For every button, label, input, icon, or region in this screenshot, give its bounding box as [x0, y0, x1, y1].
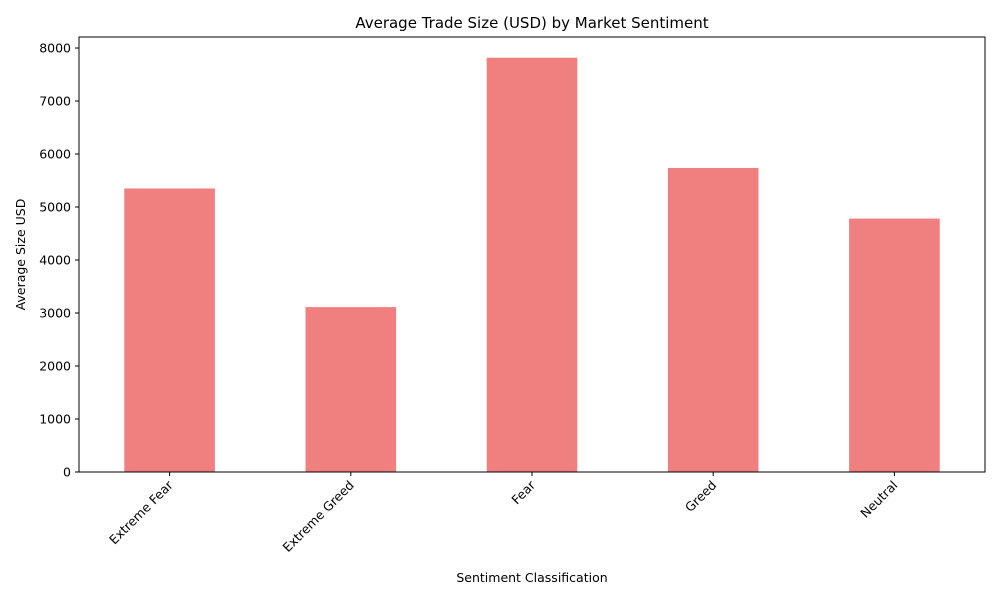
y-tick-label: 5000 [39, 200, 71, 215]
bar-greed [667, 167, 759, 472]
bars-layer [124, 57, 940, 472]
y-axis-label: Average Size USD [13, 199, 28, 311]
x-tick-label: Greed [682, 478, 719, 515]
x-axis: Extreme Fear Extreme Greed Fear Greed Neutra… [106, 472, 901, 555]
bar-extreme-greed [305, 307, 397, 472]
x-tick-label: Extreme Greed [280, 478, 357, 555]
y-tick-label: 8000 [39, 41, 71, 56]
y-tick-label: 0 [63, 465, 71, 480]
x-tick-label: Fear [508, 477, 538, 507]
x-axis-label: Sentiment Classification [456, 570, 607, 585]
chart-title: Average Trade Size (USD) by Market Senti… [355, 14, 708, 32]
y-tick-label: 4000 [39, 253, 71, 268]
y-tick-label: 6000 [39, 147, 71, 162]
bar-fear [486, 57, 578, 472]
bar-neutral [849, 218, 940, 472]
x-tick-label: Neutral [857, 478, 900, 521]
y-tick-label: 2000 [39, 359, 71, 374]
bar-extreme-fear [124, 188, 215, 472]
y-tick-label: 3000 [39, 306, 71, 321]
y-tick-label: 7000 [39, 94, 71, 109]
y-tick-label: 1000 [39, 412, 71, 427]
y-axis: 0 1000 2000 3000 4000 5000 6000 7000 8000 [39, 41, 79, 480]
x-tick-label: Extreme Fear [106, 477, 176, 547]
plot-frame [78, 36, 986, 473]
